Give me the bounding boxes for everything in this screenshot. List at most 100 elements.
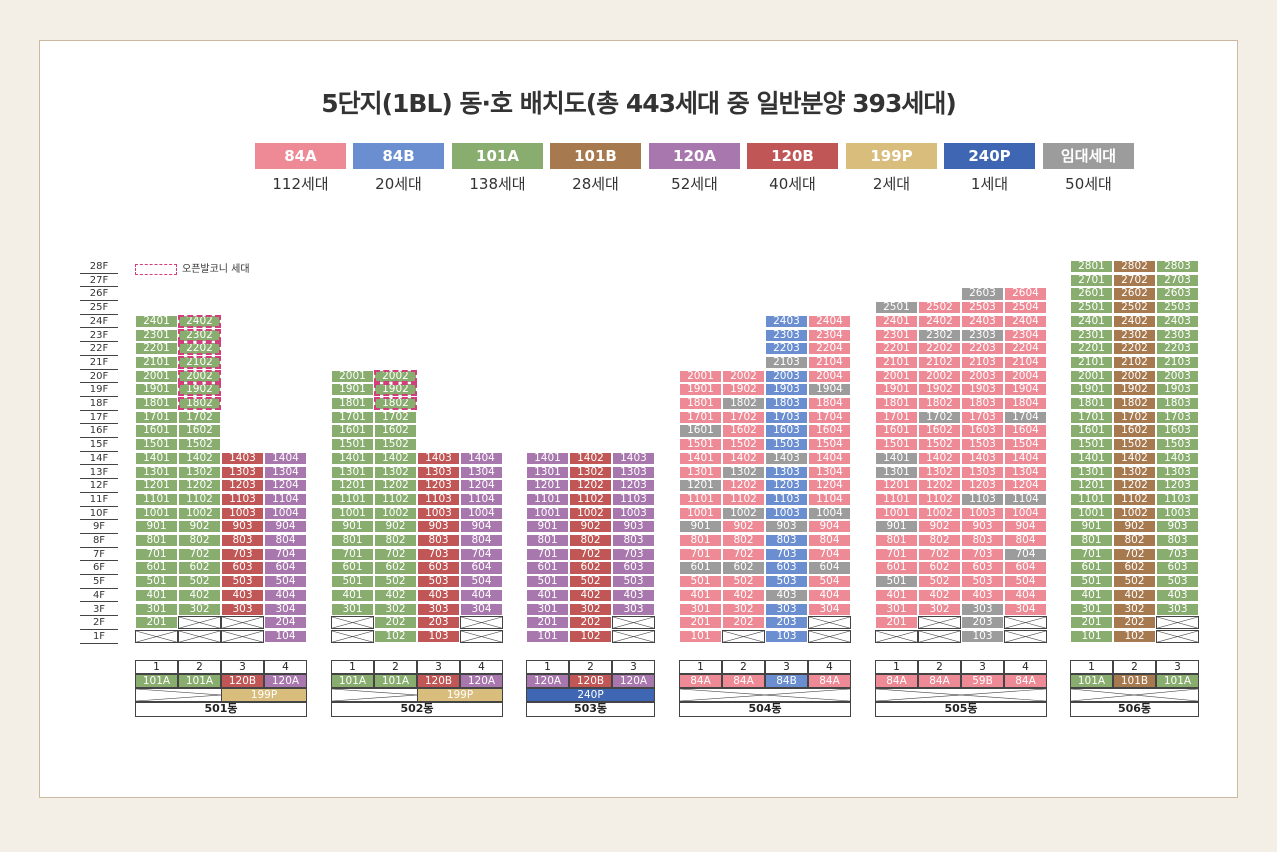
unit-cell: 1002: [374, 506, 417, 520]
unit-cell: 201: [679, 616, 722, 630]
legend-swatch-120A: 120A: [649, 143, 740, 169]
unit-cell: 1304: [1004, 465, 1047, 479]
unit-cell: 1301: [875, 465, 918, 479]
unit-cell: 1202: [374, 479, 417, 493]
unit-cell: 902: [722, 520, 765, 534]
unit-cell: 2403: [765, 314, 808, 328]
unit-cell: 602: [918, 561, 961, 575]
unit-cell-empty: [1156, 616, 1199, 630]
unit-cell: 1603: [765, 424, 808, 438]
unit-cell: 2202: [1113, 342, 1156, 356]
unit-cell: 803: [961, 534, 1004, 548]
unit-cell-empty: [918, 629, 961, 644]
unit-cell: 1901: [135, 383, 178, 397]
building-name: 503동: [526, 702, 655, 717]
unit-cell: 2303: [1156, 328, 1199, 342]
unit-cell: 2601: [1070, 287, 1113, 301]
unit-cell: 1102: [178, 492, 221, 507]
unit-cell: 1403: [417, 451, 460, 465]
unit-cell: 1701: [1070, 410, 1113, 424]
unit-cell: 601: [331, 561, 374, 575]
unit-cell: 902: [569, 520, 612, 534]
unit-cell: 403: [1156, 588, 1199, 602]
unit-cell: 501: [875, 575, 918, 589]
floor-label: 27F: [80, 274, 118, 288]
line-type: 120A: [460, 674, 503, 688]
unit-cell: 803: [612, 534, 655, 548]
floor-label: 12F: [80, 479, 118, 493]
unit-cell-empty: [875, 629, 918, 644]
line-number: 1: [135, 660, 178, 674]
line-number: 1: [526, 660, 569, 674]
unit-cell: 1501: [875, 438, 918, 452]
unit-cell: 303: [961, 602, 1004, 616]
unit-cell: 2101: [135, 355, 178, 370]
unit-cell: 1304: [808, 465, 851, 479]
unit-cell: 304: [1004, 602, 1047, 616]
unit-cell: 1004: [1004, 506, 1047, 520]
unit-cell: 1201: [135, 479, 178, 493]
unit-cell: 1003: [221, 506, 264, 520]
unit-cell: 603: [612, 561, 655, 575]
unit-cell: 301: [526, 602, 569, 616]
unit-cell: 2603: [1156, 287, 1199, 301]
unit-cell: 401: [679, 588, 722, 602]
open-balcony-legend: 오픈발코니 세대: [135, 260, 250, 275]
unit-cell: 1802: [918, 397, 961, 411]
line-number: 2: [722, 660, 765, 674]
line-type: 84A: [875, 674, 918, 688]
unit-cell: 2803: [1156, 260, 1199, 274]
unit-cell: 703: [1156, 547, 1199, 561]
unit-cell: 201: [875, 616, 918, 630]
line-number: 1: [875, 660, 918, 674]
unit-cell: 1502: [918, 438, 961, 452]
unit-cell: 1701: [679, 410, 722, 424]
unit-cell: 2301: [135, 328, 178, 342]
unit-cell: 1301: [135, 465, 178, 479]
unit-cell: 1402: [918, 451, 961, 465]
unit-cell: 1102: [722, 492, 765, 507]
line-type: 101A: [178, 674, 221, 688]
floor-label: 23F: [80, 329, 118, 343]
unit-cell-empty: [331, 616, 374, 630]
unit-cell: 2401: [135, 314, 178, 328]
unit-cell: 1802: [178, 397, 221, 411]
unit-cell: 1704: [1004, 410, 1047, 424]
unit-cell: 1202: [178, 479, 221, 493]
unit-cell: 803: [221, 534, 264, 548]
unit-cell: 1503: [765, 438, 808, 452]
unit-cell: 804: [264, 534, 307, 548]
legend-count: 20세대: [375, 175, 422, 193]
unit-cell: 2402: [1113, 314, 1156, 328]
unit-cell: 2001: [679, 369, 722, 383]
unit-cell: 703: [765, 547, 808, 561]
unit-cell: 1801: [679, 397, 722, 411]
building-name: 501동: [135, 702, 307, 717]
line-number: 3: [417, 660, 460, 674]
unit-cell: 1403: [765, 451, 808, 465]
unit-cell: 1003: [417, 506, 460, 520]
unit-cell: 1204: [264, 479, 307, 493]
page-title: 5단지(1BL) 동·호 배치도(총 443세대 중 일반분양 393세대): [321, 89, 957, 118]
unit-cell: 2004: [808, 369, 851, 383]
unit-cell: 1402: [722, 451, 765, 465]
unit-cell: 403: [765, 588, 808, 602]
unit-cell: 1604: [808, 424, 851, 438]
unit-cell: 703: [612, 547, 655, 561]
unit-cell: 401: [1070, 588, 1113, 602]
unit-cell: 902: [374, 520, 417, 534]
unit-cell: 303: [221, 602, 264, 616]
unit-cell: 901: [526, 520, 569, 534]
unit-cell: 103: [961, 629, 1004, 644]
legend-count: 28세대: [572, 175, 619, 193]
open-balcony-swatch: [135, 263, 177, 275]
unit-cell: 1404: [460, 451, 503, 465]
unit-cell: 202: [374, 616, 417, 630]
floor-label: 16F: [80, 424, 118, 439]
unit-cell-empty: [221, 629, 264, 644]
unit-cell: 1302: [178, 465, 221, 479]
unit-cell: 703: [417, 547, 460, 561]
unit-cell: 2104: [808, 355, 851, 370]
unit-cell: 2003: [1156, 369, 1199, 383]
unit-cell: 1602: [178, 424, 221, 438]
